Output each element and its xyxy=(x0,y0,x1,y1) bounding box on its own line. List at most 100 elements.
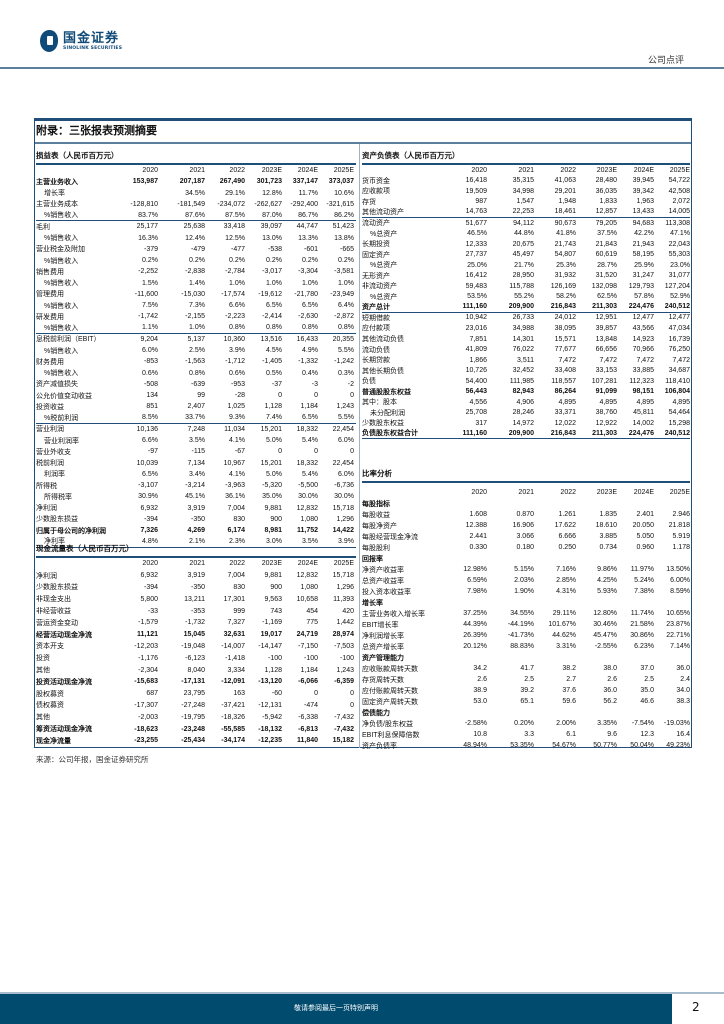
cell-value: 6.00% xyxy=(670,577,690,584)
table-row: 应收账款周转天数 34.2 41.7 38.2 38.0 37.0 36.0 xyxy=(362,663,690,674)
table-row: 净资产收益率 12.98% 5.15% 7.16% 9.86% 11.97% 13.50% xyxy=(362,564,690,575)
cell-value: 13,211 xyxy=(184,595,205,603)
cell-value: 26,733 xyxy=(512,314,534,322)
row-label: 流动负债 xyxy=(362,346,390,354)
cell-value: -1,563 xyxy=(185,358,205,366)
cell-value: 7,326 xyxy=(140,527,158,535)
cell-value: 15,045 xyxy=(183,631,205,639)
table-row: 其他流动资产 14,763 22,253 18,461 12,857 13,433 14,0… xyxy=(362,207,690,218)
cell-value: -350 xyxy=(190,583,205,591)
cell-value: 10,360 xyxy=(223,335,245,343)
cell-value: 54,722 xyxy=(668,177,690,185)
table-row: 财务费用 -853 -1,563 -1,712 -1,405 -1,332 -1,242 xyxy=(36,356,356,367)
cell-value: 87.5% xyxy=(225,211,245,219)
cell-value: 240,512 xyxy=(664,303,690,311)
income-title: 损益表（人民币百万元） xyxy=(36,151,119,160)
table-row: 税前利润 10,039 7,134 10,967 15,201 18,332 22,454 xyxy=(36,458,356,469)
cell-value: -19,795 xyxy=(181,713,205,721)
cell-value: 6.5% xyxy=(302,414,318,422)
cell-value: 1.1% xyxy=(142,324,158,332)
table-row: 其他长期负债 10,726 32,452 33,408 33,153 33,885 34,6… xyxy=(362,365,690,376)
cell-value: 88.83% xyxy=(510,643,534,650)
row-label: 固定资产周转天数 xyxy=(362,698,418,706)
cell-value: 0.2% xyxy=(266,257,282,265)
cell-value: -2,630 xyxy=(298,313,318,321)
cell-value: -6,736 xyxy=(334,482,354,490)
cell-value: 59,483 xyxy=(465,282,487,290)
row-label: 少数股东损益 xyxy=(36,584,78,592)
row-label: 总资产增长率 xyxy=(362,643,404,651)
cell-value: 1.178 xyxy=(672,544,690,551)
cell-value: 57.8% xyxy=(634,293,654,301)
table-row: 营业利润率 6.6% 3.5% 4.1% 5.0% 5.4% 6.0% xyxy=(36,435,356,446)
cell-value: 55,303 xyxy=(668,251,690,259)
cell-value: 1,080 xyxy=(300,583,318,591)
cell-value: 55.2% xyxy=(514,293,534,301)
cell-value: 6.0% xyxy=(338,437,354,445)
table-row: 总资产增长率 20.12% 88.83% 3.31% -2.55% 6.23% 7.14% xyxy=(362,641,690,652)
cell-value: 7.98% xyxy=(467,588,487,595)
table-row: 其中：股本 4,556 4,906 4,895 4,895 4,895 4,895 xyxy=(362,397,690,408)
table-row: 回报率 xyxy=(362,553,690,564)
cell-value: 51,677 xyxy=(465,219,487,227)
cell-value: 1,963 xyxy=(636,198,654,206)
cell-value: 34,998 xyxy=(512,187,534,195)
row-label: %销售收入 xyxy=(44,302,79,310)
cell-value: 113,308 xyxy=(665,219,690,227)
cell-value: 37.25% xyxy=(463,610,487,617)
cell-value: 1,866 xyxy=(469,356,487,364)
table-row: EBIT利息保障倍数 10.8 3.3 6.1 9.6 12.3 16.4 xyxy=(362,729,690,740)
cell-value: 29.11% xyxy=(552,610,576,617)
cell-value: 16.4 xyxy=(676,731,690,738)
cell-value: 76,250 xyxy=(668,346,690,354)
cell-value: 53.5% xyxy=(467,293,487,301)
cell-value: -3,963 xyxy=(225,482,245,490)
row-label: 资产减值损失 xyxy=(36,381,78,389)
cell-value: 41.7 xyxy=(520,665,534,672)
cell-value: 12.5% xyxy=(225,234,245,242)
row-label: 净利润 xyxy=(36,505,57,513)
cell-value: 38.3 xyxy=(676,698,690,705)
cell-value: 0.8% xyxy=(189,369,205,377)
cell-value: -23,255 xyxy=(134,737,158,745)
cell-value: 987 xyxy=(475,198,487,206)
cell-value: 12.80% xyxy=(593,610,617,617)
cell-value: 3,919 xyxy=(187,504,205,512)
cell-value: 51,423 xyxy=(332,223,354,231)
cell-value: 56.2 xyxy=(603,698,617,705)
cell-value: 34,988 xyxy=(512,324,534,332)
cell-value: 9,881 xyxy=(264,504,282,512)
cell-value: -350 xyxy=(190,515,205,523)
table-row: 非现金支出 5,800 13,211 17,301 9,563 10,658 11,393 xyxy=(36,593,356,605)
row-label: 税前利润 xyxy=(36,460,64,468)
cell-value: 240,512 xyxy=(664,429,690,437)
cell-value: 2.3% xyxy=(229,537,245,545)
cell-value: 70,966 xyxy=(632,346,654,354)
cell-value: -2,304 xyxy=(138,666,158,674)
cell-value: 79,205 xyxy=(595,219,617,227)
cell-value: -3,214 xyxy=(185,482,205,490)
cell-value: 0.20% xyxy=(514,720,534,727)
cell-value: 41,063 xyxy=(554,177,576,185)
cell-value: 900 xyxy=(270,515,282,523)
row-label: 每股净资产 xyxy=(362,522,397,530)
income-statement: 损益表（人民币百万元） 2020 2021 2022 2023E 2024E 2025E 主营… xyxy=(36,148,356,548)
cell-value: 32,452 xyxy=(512,367,534,375)
cell-value: 216,843 xyxy=(550,429,576,437)
cell-value: 11,121 xyxy=(136,631,158,639)
table-row: %销售收入 83.7% 87.6% 87.5% 87.0% 86.7% 86.2% xyxy=(36,210,356,222)
cell-value: 38,095 xyxy=(554,324,576,332)
cell-value: -1,712 xyxy=(225,358,245,366)
table-row: 长期投资 12,333 20,675 21,743 21,843 21,943 22,043 xyxy=(362,239,690,250)
cell-value: 101.67% xyxy=(548,621,576,628)
year-header: 2022 xyxy=(229,560,245,568)
cell-value: -19.03% xyxy=(663,720,690,727)
row-label: 其他 xyxy=(36,714,50,722)
cell-value: 16,433 xyxy=(296,335,318,343)
row-label: 每股指标 xyxy=(362,500,390,508)
table-row: 管理费用 -11,600 -15,030 -17,574 -19,612 -21,780 -… xyxy=(36,289,356,300)
row-label: %销售收入 xyxy=(44,324,79,332)
cell-value: 830 xyxy=(233,515,245,523)
cell-value: 13.50% xyxy=(666,566,690,573)
cell-value: -2,155 xyxy=(185,313,205,321)
